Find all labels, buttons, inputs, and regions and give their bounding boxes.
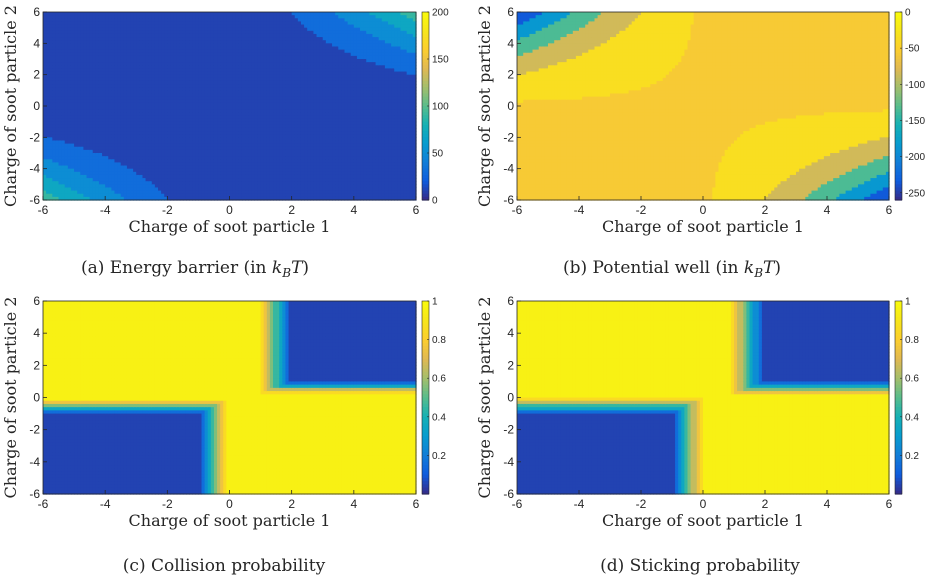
contour-fill — [43, 12, 417, 201]
